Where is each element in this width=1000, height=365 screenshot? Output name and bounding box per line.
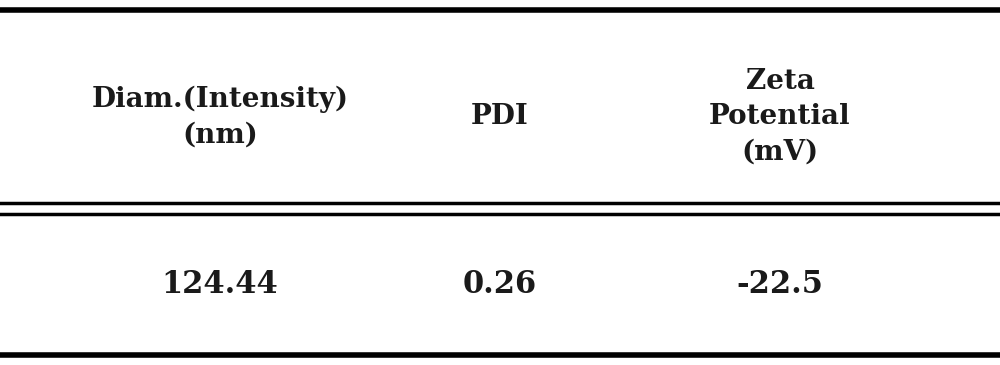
- Text: 0.26: 0.26: [463, 269, 537, 300]
- Text: 124.44: 124.44: [162, 269, 278, 300]
- Text: Zeta
Potential
(mV): Zeta Potential (mV): [709, 68, 851, 166]
- Text: Diam.(Intensity)
(nm): Diam.(Intensity) (nm): [92, 85, 349, 148]
- Text: -22.5: -22.5: [737, 269, 823, 300]
- Text: PDI: PDI: [471, 103, 529, 130]
